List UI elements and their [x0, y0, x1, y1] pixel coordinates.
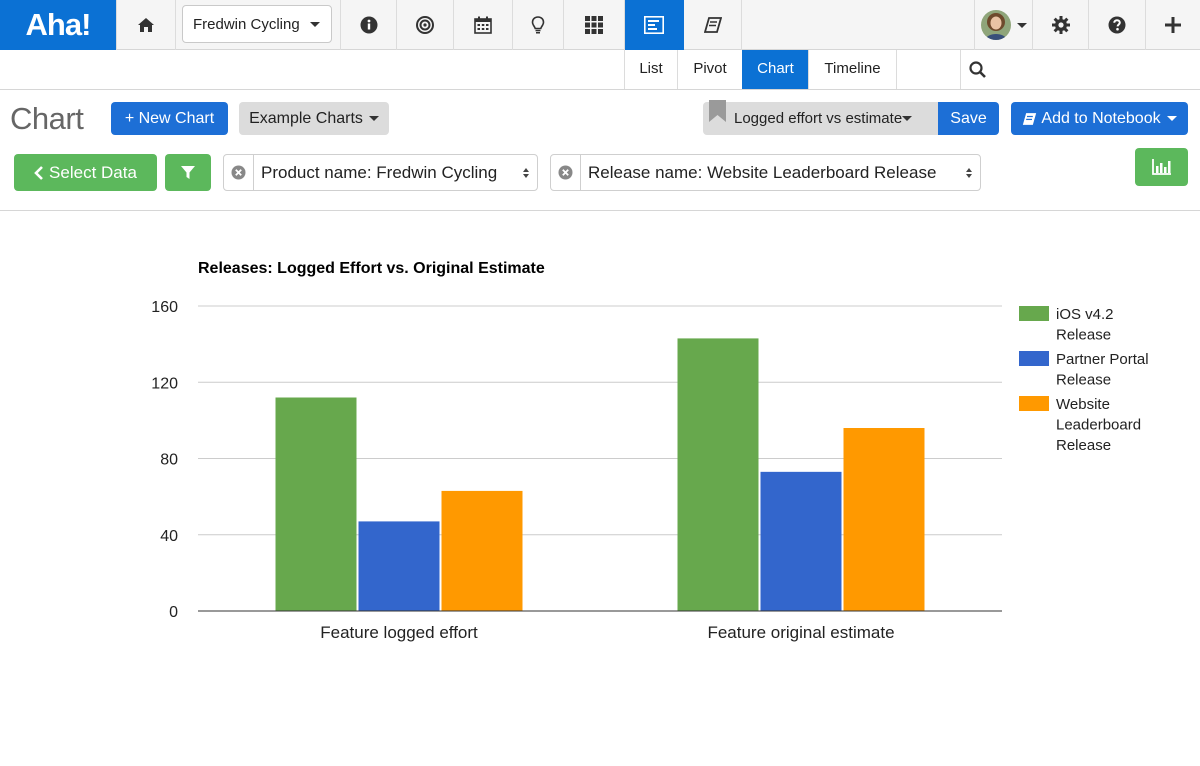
notebook-icon: [703, 17, 722, 33]
notebook-icon: [1023, 112, 1037, 125]
legend-swatch: [1019, 306, 1049, 321]
bar: [760, 471, 842, 611]
filter-button[interactable]: [165, 154, 211, 191]
bar-chart: 0 40 80 120 160 Feature logged effort Feature …: [151, 260, 1149, 642]
gear-icon: [1051, 16, 1070, 34]
home-icon: [138, 18, 154, 32]
chart-title: Releases: Logged Effort vs. Original Est…: [198, 260, 545, 277]
legend-entry: Partner Portal Release: [1056, 351, 1149, 389]
bookmark-icon: [709, 100, 726, 122]
goals-button[interactable]: [397, 0, 454, 50]
settings-button[interactable]: [1033, 0, 1089, 50]
new-chart-button[interactable]: + New Chart: [111, 102, 228, 135]
sort-arrows-icon: [515, 167, 537, 178]
y-tick-label: 0: [169, 604, 178, 621]
product-selector[interactable]: Fredwin Cycling: [182, 5, 332, 43]
bar: [677, 338, 759, 611]
search-box: [960, 50, 1200, 89]
grid-icon: [585, 16, 603, 34]
chart-area: 0 40 80 120 160 Feature logged effort Feature …: [0, 211, 1200, 766]
top-navigation: Aha! Fredwin Cycling: [0, 0, 1200, 50]
release-filter[interactable]: Release name: Website Leaderboard Releas…: [550, 154, 981, 191]
y-tick-label: 80: [160, 452, 178, 469]
reports-icon: [644, 16, 664, 34]
roadmap-calendar-button[interactable]: [454, 0, 513, 50]
tab-chart[interactable]: Chart: [742, 50, 808, 89]
chevron-down-icon: [1166, 116, 1177, 121]
chevron-down-icon: [309, 21, 320, 27]
select-data-label: Select Data: [49, 162, 137, 182]
search-input[interactable]: [992, 54, 1182, 85]
product-filter[interactable]: Product name: Fredwin Cycling: [223, 154, 538, 191]
target-icon: [416, 16, 434, 34]
bar: [275, 397, 357, 611]
y-tick-label: 40: [160, 528, 178, 545]
chevron-down-icon: [1016, 22, 1027, 28]
x-tick-label: Feature original estimate: [707, 623, 894, 642]
legend-entry: Website Leaderboard Release: [1056, 396, 1141, 454]
create-button[interactable]: [1146, 0, 1200, 50]
home-button[interactable]: [116, 0, 176, 50]
remove-filter-button[interactable]: [551, 155, 581, 190]
chevron-down-icon: [902, 116, 913, 121]
select-data-button[interactable]: Select Data: [14, 154, 157, 191]
chevron-down-icon: [368, 116, 379, 121]
toolbar-divider: [0, 210, 1200, 211]
lightbulb-icon: [531, 16, 545, 34]
add-to-notebook-label: Add to Notebook: [1041, 109, 1161, 127]
bar: [843, 428, 925, 611]
bar: [358, 521, 440, 611]
reports-button[interactable]: [625, 0, 684, 50]
tab-pivot[interactable]: Pivot: [677, 50, 742, 89]
user-menu[interactable]: [974, 0, 1033, 50]
notebooks-button[interactable]: [684, 0, 742, 50]
tab-empty: [896, 50, 960, 89]
new-chart-label: + New Chart: [124, 109, 215, 127]
saved-view-label: Logged effort vs estimate: [734, 110, 903, 127]
search-icon: [969, 61, 986, 78]
aha-logo[interactable]: Aha!: [0, 0, 116, 50]
bar-chart-icon: [1151, 159, 1171, 175]
product-selector-label: Fredwin Cycling: [193, 15, 300, 33]
close-circle-icon: [558, 165, 573, 180]
saved-view-selector[interactable]: Logged effort vs estimate: [703, 100, 939, 135]
remove-filter-button[interactable]: [224, 155, 254, 190]
legend-swatch: [1019, 396, 1049, 411]
chart-type-button[interactable]: [1135, 148, 1188, 186]
release-filter-label: Release name: Website Leaderboard Releas…: [588, 162, 937, 182]
example-charts-button[interactable]: Example Charts: [239, 102, 389, 135]
plus-icon: [1165, 17, 1181, 33]
product-filter-label: Product name: Fredwin Cycling: [261, 162, 498, 182]
avatar: [980, 10, 1011, 40]
filter-icon: [181, 165, 195, 179]
y-tick-label: 120: [151, 375, 178, 392]
calendar-icon: [474, 16, 492, 34]
tab-timeline[interactable]: Timeline: [808, 50, 896, 89]
ideas-button[interactable]: [513, 0, 564, 50]
y-tick-label: 160: [151, 299, 178, 316]
example-charts-label: Example Charts: [249, 109, 363, 127]
x-tick-label: Feature logged effort: [320, 623, 478, 642]
page-title: Chart: [10, 101, 84, 136]
chevron-left-icon: [34, 165, 43, 180]
save-label: Save: [950, 109, 987, 127]
sort-arrows-icon: [958, 167, 980, 178]
info-icon: [360, 16, 377, 34]
features-board-button[interactable]: [564, 0, 625, 50]
view-tabs-bar: List Pivot Chart Timeline: [0, 50, 1200, 90]
info-button[interactable]: [340, 0, 397, 50]
legend-swatch: [1019, 351, 1049, 366]
tab-list[interactable]: List: [624, 50, 677, 89]
help-icon: [1108, 16, 1126, 34]
bar: [441, 490, 523, 611]
legend-entry: iOS v4.2 Release: [1056, 306, 1114, 344]
add-to-notebook-button[interactable]: Add to Notebook: [1011, 102, 1188, 135]
close-circle-icon: [231, 165, 246, 180]
save-button[interactable]: Save: [938, 102, 999, 135]
help-button[interactable]: [1089, 0, 1146, 50]
